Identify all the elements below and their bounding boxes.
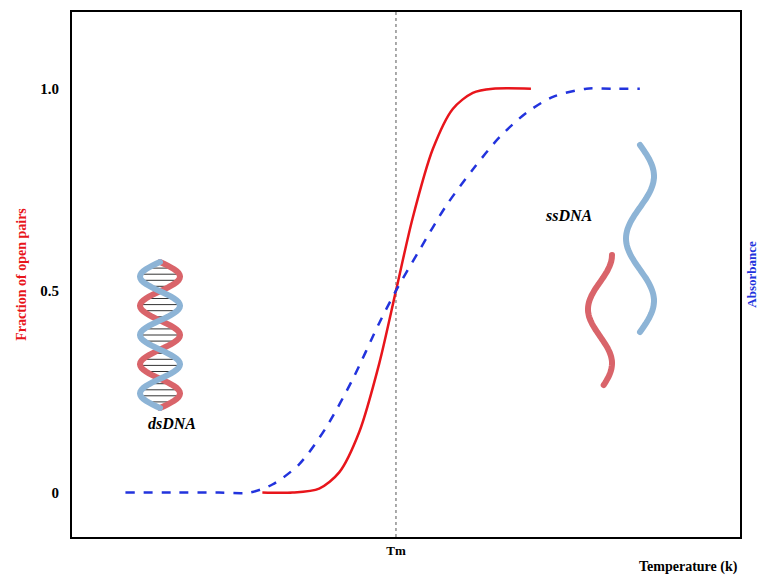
svg-text:1.0: 1.0	[40, 81, 59, 97]
svg-text:0: 0	[52, 485, 60, 501]
svg-text:0.5: 0.5	[40, 283, 59, 299]
svg-text:Absorbance: Absorbance	[744, 241, 759, 308]
svg-text:ssDNA: ssDNA	[545, 207, 593, 224]
svg-text:Tm: Tm	[386, 543, 406, 558]
svg-text:dsDNA: dsDNA	[148, 415, 196, 432]
svg-text:Fraction of open pairs: Fraction of open pairs	[14, 208, 29, 341]
svg-text:Temperature (k): Temperature (k)	[639, 559, 738, 575]
